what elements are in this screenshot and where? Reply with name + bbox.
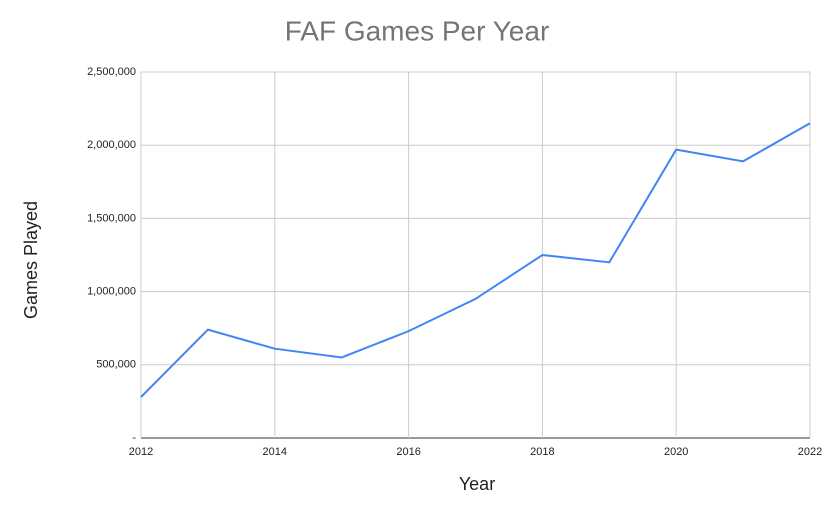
x-tick-label: 2020 bbox=[664, 446, 688, 458]
x-tick-label: 2014 bbox=[263, 446, 287, 458]
data-line bbox=[140, 122, 811, 398]
x-tick-label: 2022 bbox=[798, 446, 822, 458]
chart-title: FAF Games Per Year bbox=[285, 15, 550, 46]
y-tick-label: 500,000 bbox=[96, 359, 136, 371]
y-tick-label: 2,500,000 bbox=[87, 66, 136, 78]
y-tick-label: 1,500,000 bbox=[87, 212, 136, 224]
y-tick-label: 2,000,000 bbox=[87, 139, 136, 151]
x-tick-label: 2012 bbox=[129, 446, 153, 458]
y-tick-label: 1,000,000 bbox=[87, 286, 136, 298]
x-tick-label: 2016 bbox=[396, 446, 420, 458]
x-axis-label: Year bbox=[459, 474, 495, 494]
x-tick-label: 2018 bbox=[530, 446, 554, 458]
y-axis-label: Games Played bbox=[21, 201, 41, 319]
y-tick-label: - bbox=[132, 432, 136, 444]
